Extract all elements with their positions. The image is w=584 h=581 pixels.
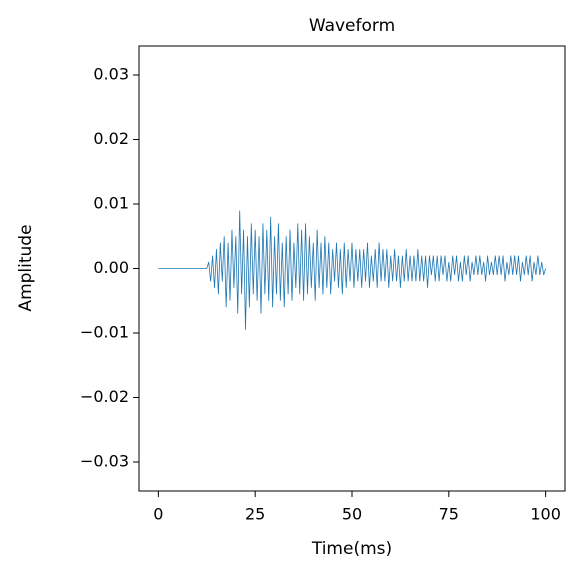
chart-title: Waveform (309, 16, 395, 36)
plot-frame (138, 45, 566, 492)
x-tick-label: 25 (245, 505, 265, 524)
y-tick-label: −0.01 (80, 322, 129, 341)
waveform-line (158, 210, 547, 330)
x-tick-label: 100 (530, 505, 561, 524)
x-axis-label: Time(ms) (311, 539, 392, 559)
y-tick-label: −0.02 (80, 387, 129, 406)
y-tick-label: 0.00 (93, 258, 129, 277)
x-tick-label: 75 (439, 505, 459, 524)
y-axis-label: Amplitude (16, 224, 36, 311)
x-tick-label: 50 (342, 505, 362, 524)
y-tick-label: 0.03 (93, 65, 129, 84)
y-tick-label: −0.03 (80, 451, 129, 470)
y-tick-label: 0.02 (93, 129, 129, 148)
y-tick-label: 0.01 (93, 194, 129, 213)
x-tick-label: 0 (153, 505, 163, 524)
